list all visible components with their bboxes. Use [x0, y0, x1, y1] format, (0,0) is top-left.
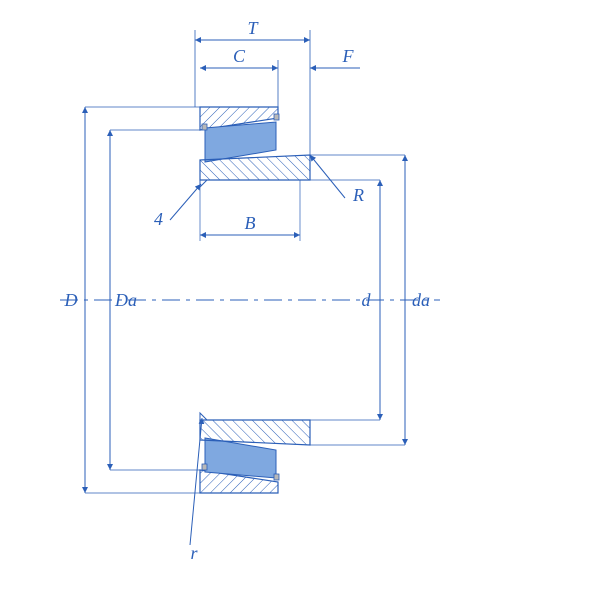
label-d: d	[362, 290, 372, 310]
label-r: r	[190, 543, 198, 563]
label-R: R	[352, 185, 364, 205]
label-T: T	[247, 18, 259, 38]
label-C: C	[233, 46, 246, 66]
label-B: B	[245, 213, 256, 233]
label-F: F	[342, 46, 355, 66]
label-4: 4	[154, 209, 163, 229]
bearing-diagram: TC F B 4 Rr D Da d da	[0, 0, 600, 600]
label-Da: Da	[114, 290, 137, 310]
label-da: da	[412, 290, 430, 310]
label-D: D	[64, 290, 78, 310]
